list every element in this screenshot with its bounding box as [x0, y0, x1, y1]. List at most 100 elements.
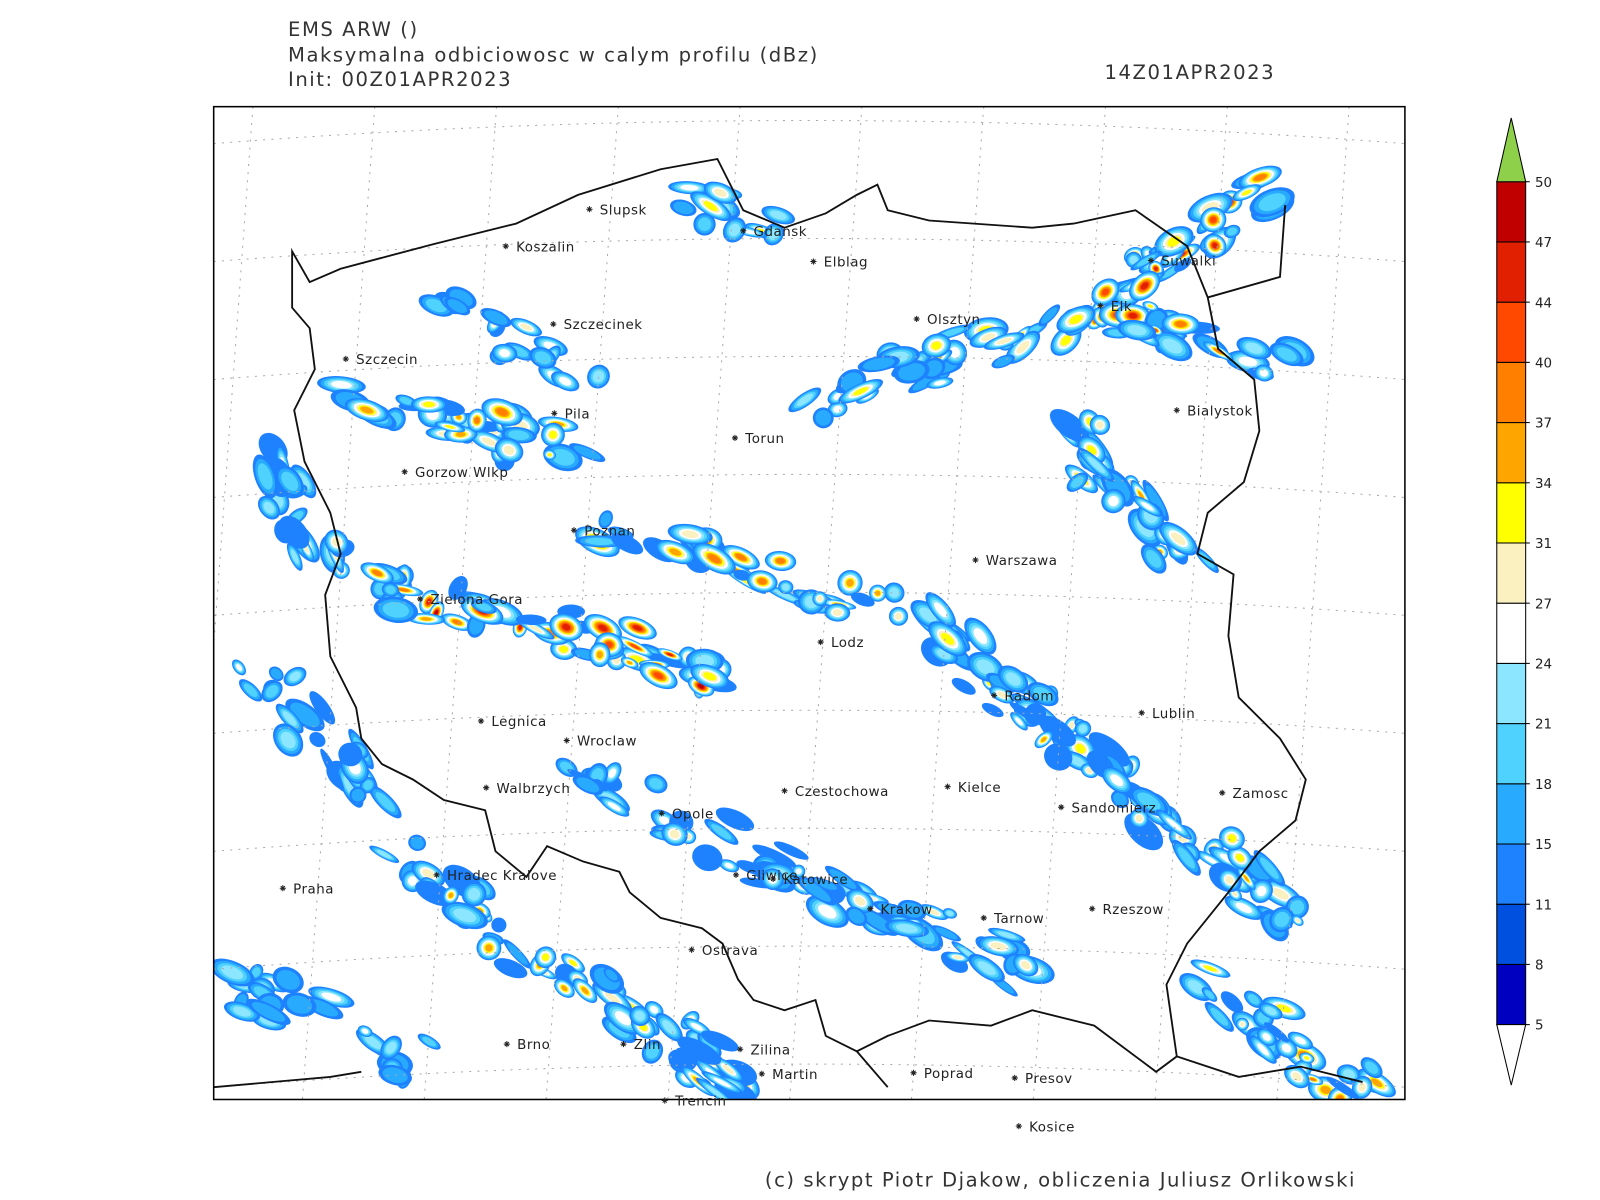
city-label: Elk	[1111, 300, 1133, 315]
echo	[481, 437, 497, 446]
echo	[604, 991, 620, 1004]
echo	[919, 607, 937, 623]
colorbar: 5 8 11 15 18 21 24 27 31 34 37 40 44 47 50	[1496, 117, 1552, 1086]
city-label: Brno	[517, 1038, 550, 1053]
graticule-line	[545, 106, 619, 1100]
echo	[257, 463, 273, 490]
colorbar-band	[1496, 361, 1527, 424]
city-label: Czestochowa	[795, 785, 889, 800]
echo	[736, 860, 765, 875]
echo	[518, 624, 522, 630]
valid-time: 14Z01APR2023	[1105, 61, 1276, 84]
echo	[1044, 743, 1073, 771]
echo	[977, 961, 996, 976]
colorbar-label: 44	[1535, 296, 1552, 311]
echo	[1101, 288, 1109, 296]
city-labels: Slupsk Koszalin Gdansk Elblag Szczecinek Olsz…	[279, 203, 1288, 1135]
echo	[363, 780, 373, 791]
echo	[895, 923, 919, 933]
echo	[265, 685, 279, 698]
echo	[1128, 312, 1138, 319]
echo	[669, 829, 680, 839]
echo	[320, 748, 345, 792]
echo	[931, 341, 942, 350]
echo	[528, 624, 543, 633]
echo	[633, 625, 643, 631]
echo	[548, 430, 557, 439]
colorbar-band	[1496, 181, 1527, 243]
reflectivity-field	[213, 165, 1396, 1100]
echo	[1075, 743, 1086, 754]
echo	[773, 841, 809, 860]
echo	[680, 184, 699, 191]
echo	[385, 585, 396, 595]
echo	[515, 614, 547, 626]
echo	[338, 742, 363, 767]
city-label: Pila	[565, 407, 591, 422]
echo	[1060, 335, 1072, 346]
echo	[270, 668, 282, 680]
echo	[1141, 282, 1149, 290]
echo	[681, 530, 699, 539]
echo	[703, 201, 718, 212]
echo	[598, 624, 608, 632]
city-marker	[1011, 1074, 1018, 1082]
echo	[1068, 721, 1075, 729]
city-label: Suwalki	[1161, 255, 1216, 270]
city-label: Bialystok	[1187, 404, 1253, 419]
city-label: Zielona Gora	[430, 593, 523, 608]
echo	[708, 554, 721, 563]
graticule-line	[213, 106, 254, 653]
city-label: Szczecin	[356, 353, 418, 368]
echo	[1177, 847, 1196, 869]
colorbar-label: 11	[1535, 898, 1552, 913]
echo	[1162, 338, 1183, 354]
echo	[1259, 857, 1279, 880]
echo	[1238, 356, 1258, 367]
init-time: Init: 00Z01APR2023	[288, 68, 512, 91]
echo	[735, 553, 747, 561]
city-label: Gorzow Wlkp	[415, 466, 508, 481]
echo	[934, 380, 946, 386]
echo	[309, 691, 336, 725]
echo	[607, 802, 621, 811]
echo	[1137, 792, 1161, 811]
echo	[854, 896, 866, 906]
echo	[781, 583, 790, 591]
city-label: Praha	[293, 882, 334, 897]
city-label: Poprad	[924, 1067, 974, 1082]
echo	[996, 337, 1012, 345]
echo	[351, 788, 365, 802]
city-marker	[910, 1069, 917, 1076]
echo	[559, 645, 569, 653]
echo	[752, 844, 797, 868]
echo	[724, 862, 734, 869]
echo	[1005, 672, 1021, 686]
echo	[1243, 874, 1250, 882]
city-label: Kosice	[1029, 1120, 1075, 1135]
echo	[382, 601, 410, 618]
colorbar-band	[1496, 903, 1527, 965]
model-name: EMS ARW ()	[288, 18, 419, 41]
echo	[1088, 732, 1130, 767]
echo	[953, 955, 963, 960]
echo	[889, 587, 900, 598]
echo	[1129, 255, 1138, 264]
echo	[410, 836, 424, 849]
echo	[1212, 242, 1218, 249]
city-label: Szczecinek	[564, 318, 643, 333]
city-marker	[758, 1070, 765, 1077]
city-marker	[503, 1041, 510, 1048]
echo	[669, 548, 682, 556]
echo	[934, 602, 948, 618]
echo	[547, 453, 552, 457]
city-label: Lublin	[1152, 707, 1195, 722]
echo	[901, 902, 923, 918]
echo	[662, 1020, 676, 1035]
graticule-line	[213, 473, 1405, 498]
echo	[422, 868, 435, 879]
echo	[951, 677, 976, 695]
echo	[646, 653, 691, 669]
echo	[456, 415, 462, 420]
city-marker	[1015, 1123, 1022, 1130]
